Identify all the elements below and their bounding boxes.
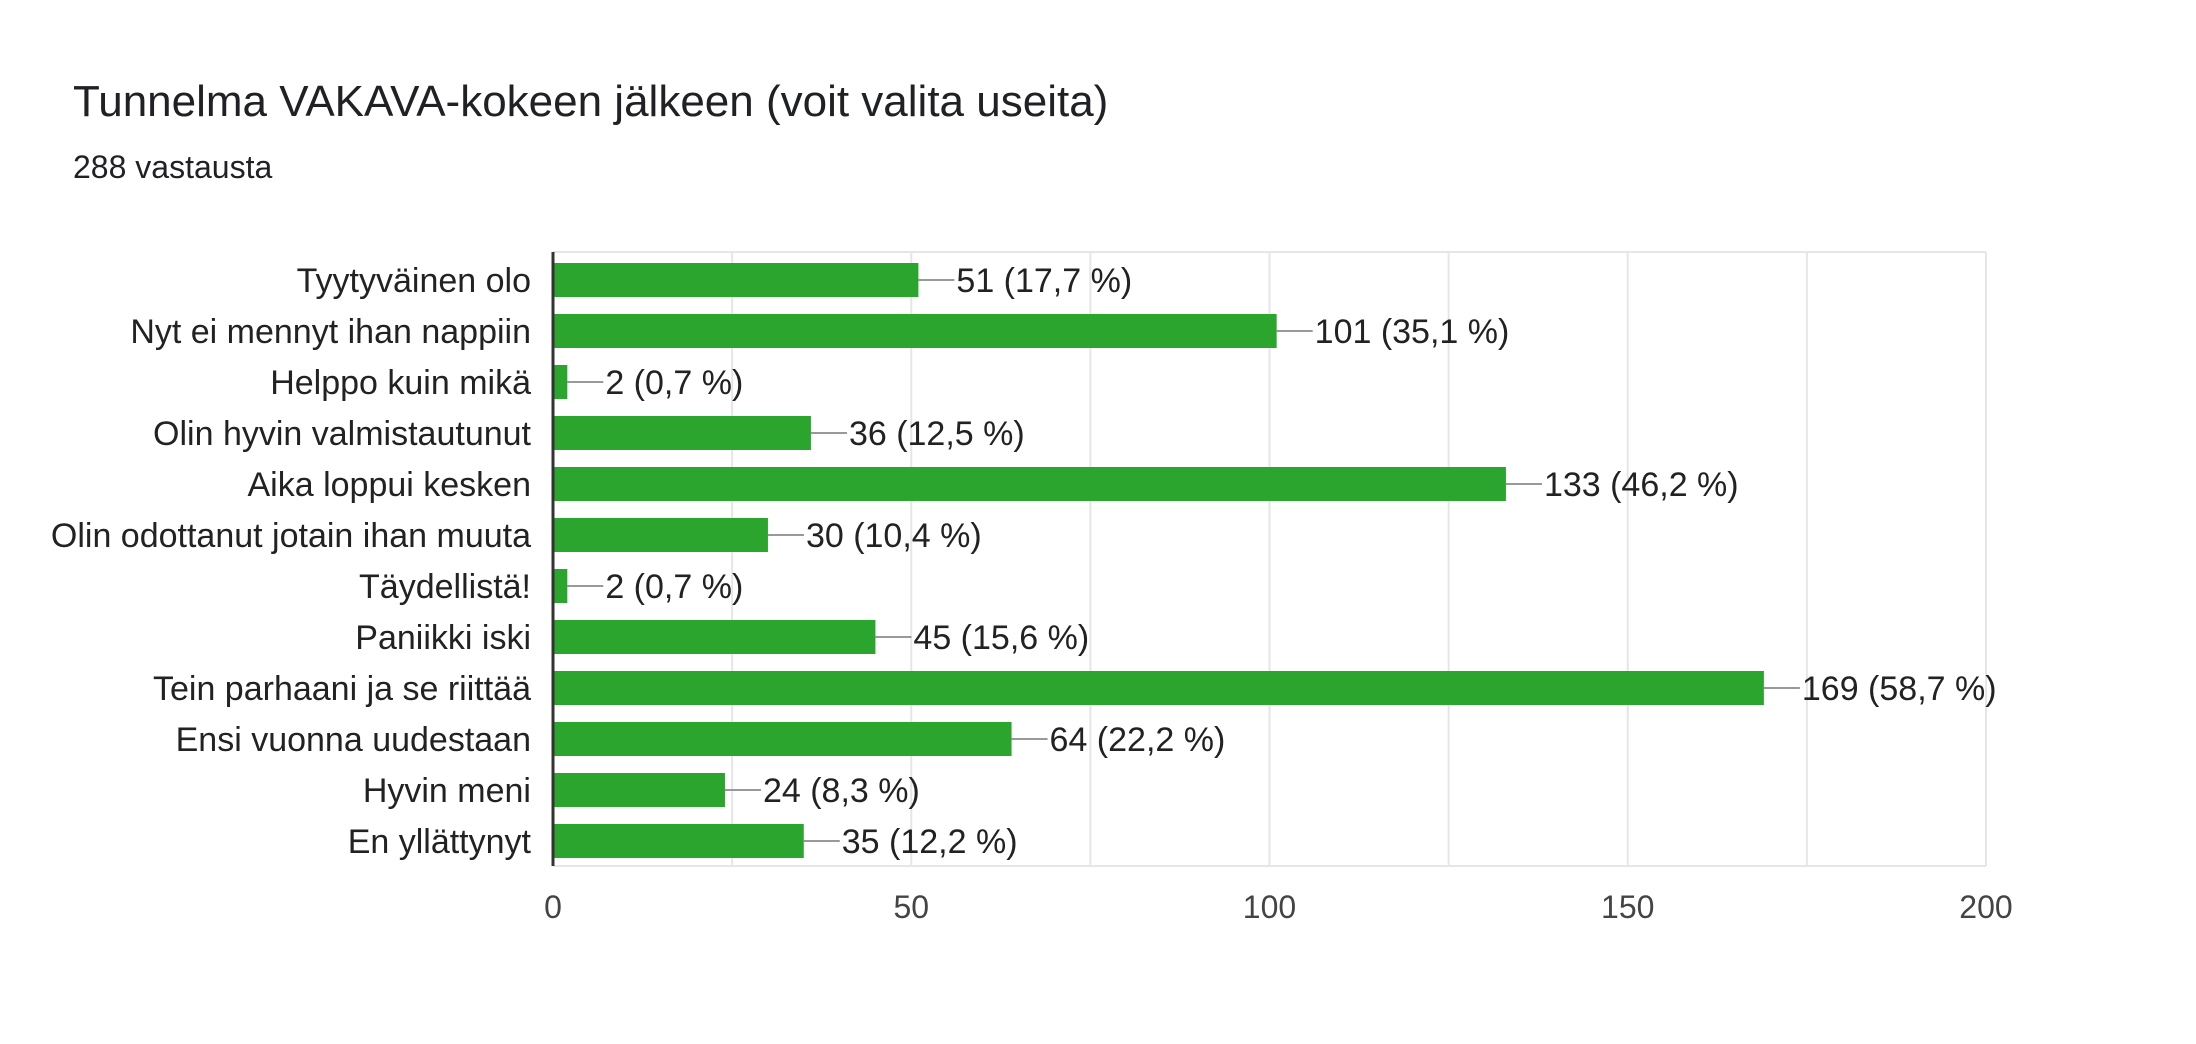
category-label: Olin hyvin valmistautunut	[153, 415, 532, 453]
data-label: 51 (17,7 %)	[956, 262, 1132, 300]
x-tick-label: 100	[1243, 889, 1296, 925]
category-label: Hyvin meni	[363, 772, 531, 810]
x-tick-label: 50	[893, 889, 929, 925]
category-label: Täydellistä!	[359, 568, 531, 606]
bar	[553, 671, 1764, 705]
data-label: 64 (22,2 %)	[1050, 721, 1226, 759]
category-label: En yllättynyt	[348, 823, 532, 861]
category-label: Helppo kuin mikä	[270, 364, 531, 402]
bar	[553, 569, 568, 603]
category-label: Tyytyväinen olo	[297, 262, 531, 300]
bar	[553, 518, 768, 552]
chart-title: Tunnelma VAKAVA-kokeen jälkeen (voit val…	[73, 77, 1109, 126]
response-count: 288 vastausta	[73, 149, 273, 185]
data-label: 35 (12,2 %)	[842, 823, 1018, 861]
bar	[553, 467, 1506, 501]
bar	[553, 314, 1277, 348]
category-label: Aika loppui kesken	[247, 466, 531, 504]
bar	[553, 824, 804, 858]
data-label: 133 (46,2 %)	[1544, 466, 1739, 504]
data-label: 36 (12,5 %)	[849, 415, 1025, 453]
bar	[553, 416, 811, 450]
data-label: 24 (8,3 %)	[763, 772, 920, 810]
bar	[553, 263, 919, 297]
category-label: Paniikki iski	[355, 619, 531, 657]
data-label: 101 (35,1 %)	[1315, 313, 1510, 351]
bar	[553, 365, 568, 399]
data-label: 2 (0,7 %)	[605, 568, 743, 606]
category-label: Ensi vuonna uudestaan	[176, 721, 531, 759]
bar	[553, 722, 1012, 756]
bar	[553, 773, 725, 807]
data-label: 45 (15,6 %)	[913, 619, 1089, 657]
data-label: 169 (58,7 %)	[1802, 670, 1997, 708]
category-label: Nyt ei mennyt ihan nappiin	[130, 313, 531, 351]
data-label: 30 (10,4 %)	[806, 517, 982, 555]
category-label: Tein parhaani ja se riittää	[153, 670, 531, 708]
bar	[553, 620, 876, 654]
data-label: 2 (0,7 %)	[605, 364, 743, 402]
x-tick-label: 150	[1601, 889, 1654, 925]
x-tick-label: 200	[1959, 889, 2012, 925]
x-tick-label: 0	[544, 889, 562, 925]
category-label: Olin odottanut jotain ihan muuta	[51, 517, 531, 555]
